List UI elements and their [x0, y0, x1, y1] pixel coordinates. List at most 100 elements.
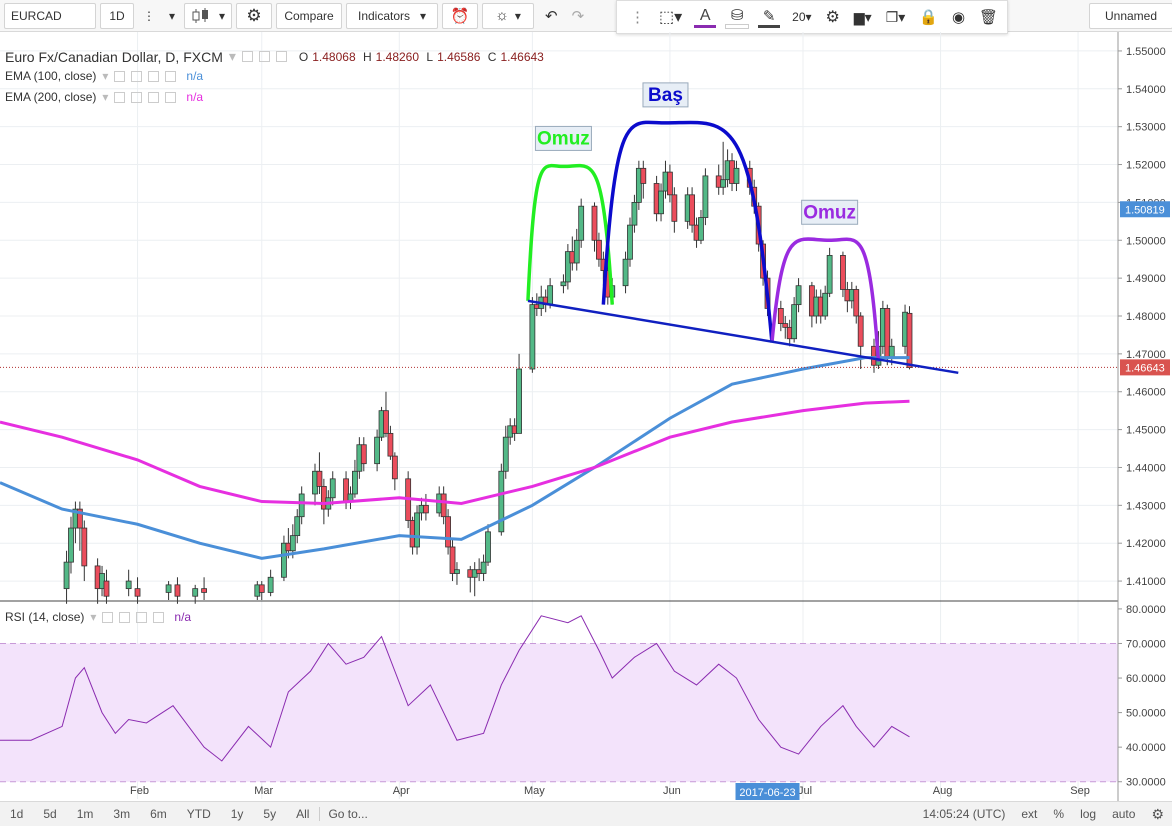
add-icon[interactable] — [148, 70, 160, 82]
time-axis[interactable]: Feb Mar Apr May Jun Jul Aug Sep — [130, 785, 1090, 797]
candle — [782, 316, 789, 339]
symbol-search-input[interactable]: EURCAD — [4, 2, 96, 29]
rsi-band-lines — [0, 642, 1118, 783]
redo-icon[interactable]: ↷ — [571, 7, 585, 25]
lock-icon[interactable]: 🔒 — [919, 9, 938, 26]
close-icon[interactable] — [165, 91, 177, 103]
fill-color-button[interactable]: ⛁ — [723, 4, 751, 30]
time-tick-label: Aug — [933, 785, 953, 797]
range-button[interactable]: All — [296, 807, 310, 821]
alert-button[interactable]: ⏰ — [442, 2, 479, 29]
selection-box-icon[interactable]: ⬚▾ — [659, 9, 683, 26]
chevron-down-icon[interactable]: ▾ — [102, 69, 109, 83]
range-button[interactable]: YTD — [186, 807, 211, 821]
interval-button[interactable]: 1D — [100, 2, 134, 29]
percent-toggle[interactable]: % — [1053, 807, 1065, 821]
pattern-arc — [601, 120, 774, 343]
candle — [596, 232, 602, 267]
font-size-select[interactable]: 20 ▾ — [787, 4, 816, 30]
add-icon[interactable] — [136, 611, 148, 623]
alarm-clock-icon: ⏰ — [450, 7, 470, 25]
time-tick-label: May — [524, 785, 545, 797]
range-button[interactable]: 3m — [113, 807, 131, 821]
visibility-icon[interactable] — [102, 611, 114, 623]
series-title: Euro Fx/Canadian Dollar, D, FXCM — [5, 48, 223, 65]
candle — [63, 550, 70, 604]
line-color-button[interactable]: ✎ — [755, 4, 783, 30]
clone-icon[interactable]: ❐▾ — [885, 8, 906, 25]
time-tick-label: Mar — [254, 785, 273, 797]
close-icon[interactable] — [165, 70, 177, 82]
replay-button[interactable]: ☼ ▾ — [482, 2, 535, 29]
rsi-tick-label: 60.0000 — [1126, 673, 1166, 685]
interval-menu-icon[interactable]: ⋮ — [143, 8, 155, 23]
head-and-shoulders-pattern: Omuz Baş Omuz — [526, 82, 959, 375]
paint-bucket-icon: ⛁ — [730, 6, 744, 24]
auto-toggle[interactable]: auto — [1112, 807, 1136, 821]
top-toolbar: EURCAD 1D ⋮ ▾ ▾ ⚙ Compare Indicators ▾ ⏰ … — [0, 0, 1172, 34]
candle-body — [329, 478, 336, 499]
chevron-down-icon[interactable]: ▾ — [102, 90, 109, 104]
neckline — [527, 299, 959, 375]
price-axis[interactable]: 1.550001.540001.530001.520001.510001.500… — [1118, 46, 1166, 588]
chevron-down-icon[interactable]: ▾ — [90, 610, 97, 624]
range-button[interactable]: 6m — [150, 807, 167, 821]
candle — [485, 524, 491, 566]
color-swatch — [725, 23, 750, 29]
settings-icon[interactable] — [258, 51, 270, 62]
settings-button[interactable]: ⚙ — [236, 2, 273, 29]
compare-button[interactable]: Compare — [276, 2, 343, 29]
candle-body — [560, 281, 567, 287]
chart-area[interactable]: Omuz Baş Omuz 1.55000 1.54000 1.53000 1.52000… — [0, 32, 1172, 802]
chevron-down-icon[interactable]: ▾ — [169, 8, 176, 23]
close-icon[interactable] — [153, 611, 165, 623]
visibility-icon[interactable] — [241, 51, 253, 62]
bottom-toolbar: 1d 5d 1m 3m 6m YTD 1y 5y All Go to... 14:05:24 (… — [0, 801, 1172, 826]
eye-icon[interactable]: ◉ — [951, 9, 966, 26]
trash-icon[interactable]: 🗑 — [979, 9, 999, 26]
candle — [622, 251, 629, 294]
layout-name-label: Unnamed — [1104, 9, 1158, 23]
add-icon[interactable] — [148, 91, 160, 103]
drag-handle-icon[interactable]: ⋮ — [630, 9, 645, 26]
candle-body — [853, 289, 860, 317]
range-button[interactable]: 1m — [76, 807, 94, 821]
gear-icon[interactable]: ⚙ — [1151, 805, 1164, 822]
template-icon[interactable]: ▆▾ — [853, 8, 872, 25]
ema200-legend: EMA (200, close) ▾ n/a — [5, 90, 203, 104]
text-color-button[interactable]: A — [691, 4, 719, 30]
indicators-button[interactable]: Indicators ▾ — [346, 2, 439, 29]
candle-body — [125, 580, 132, 590]
log-toggle[interactable]: log — [1080, 807, 1097, 821]
time-tick-label: Jun — [663, 785, 681, 797]
chevron-down-icon[interactable]: ▾ — [228, 48, 236, 64]
rsi-axis[interactable]: 80.0000 70.0000 60.0000 50.0000 40.0000 30.00… — [1118, 604, 1166, 789]
settings-icon[interactable] — [131, 91, 143, 103]
candle-body — [81, 527, 88, 567]
range-button[interactable]: 1y — [230, 807, 244, 821]
visibility-icon[interactable] — [114, 70, 126, 82]
gear-icon[interactable]: ⚙ — [825, 9, 840, 26]
candle-body — [573, 239, 580, 264]
undo-icon[interactable]: ↶ — [545, 7, 558, 25]
candle-body — [360, 444, 367, 465]
range-button[interactable]: 1d — [10, 807, 24, 821]
candle-body — [627, 224, 633, 260]
chart-style-button[interactable]: ▾ — [184, 2, 233, 29]
range-buttons: 1d 5d 1m 3m 6m YTD 1y 5y All — [0, 807, 319, 821]
settings-icon[interactable] — [131, 70, 143, 82]
ext-toggle[interactable]: ext — [1021, 807, 1038, 821]
visibility-icon[interactable] — [114, 91, 126, 103]
price-tick-label: 1.46000 — [1126, 387, 1166, 399]
price-tick-label: 1.41000 — [1126, 576, 1166, 588]
range-button[interactable]: 5y — [263, 807, 277, 821]
more-icon[interactable] — [275, 51, 287, 62]
goto-button[interactable]: Go to... — [319, 807, 375, 821]
settings-icon[interactable] — [119, 611, 131, 623]
candles — [63, 141, 913, 604]
price-badge: 1.46643 — [1120, 359, 1170, 376]
ema200-value: n/a — [186, 90, 204, 104]
range-button[interactable]: 5d — [43, 807, 57, 821]
candle — [343, 471, 349, 510]
layout-name-button[interactable]: Unnamed — [1089, 3, 1172, 29]
